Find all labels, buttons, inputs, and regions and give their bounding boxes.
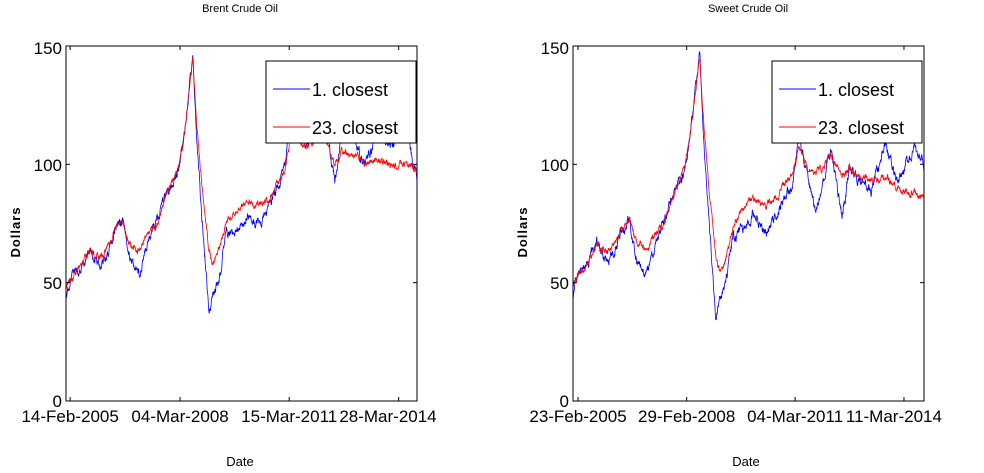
series-line-2 [573, 58, 924, 289]
legend-label-series-1: 1. closest [818, 80, 894, 100]
y-tick-label: 150 [541, 39, 569, 58]
legend: 1. closest 23. closest [771, 60, 923, 144]
x-axis-label: Date [732, 454, 759, 469]
legend-box [771, 60, 923, 144]
chart-title: Brent Crude Oil [202, 3, 278, 15]
y-axis-label: Dollars [8, 206, 23, 257]
x-tick-label: 14-Feb-2005 [21, 407, 118, 426]
y-tick-label: 150 [34, 39, 62, 58]
x-tick-label: 15-Mar-2011 [241, 407, 337, 426]
axis-ticks [573, 45, 924, 402]
y-tick-label: 100 [34, 156, 62, 175]
x-tick-label: 28-Mar-2014 [339, 407, 436, 426]
sweet-chart-panel: Sweet Crude Oil Dollars Date 0 50 100 15… [515, 3, 942, 469]
chart-title: Sweet Crude Oil [708, 3, 788, 15]
y-tick-label: 0 [560, 392, 569, 411]
legend: 1. closest 23. closest [265, 60, 417, 144]
series-line-2 [66, 56, 417, 291]
y-axis-label: Dollars [515, 206, 530, 257]
x-axis-label: Date [226, 454, 253, 469]
brent-chart-panel: Brent Crude Oil Dollars Date 0 50 100 15… [8, 3, 437, 469]
series-line-1 [573, 50, 924, 321]
x-tick-label: 29-Feb-2008 [638, 407, 735, 426]
y-tick-label: 0 [53, 392, 62, 411]
legend-label-series-1: 1. closest [312, 80, 388, 100]
x-tick-label: 04-Mar-2008 [131, 407, 228, 426]
legend-box [265, 60, 417, 144]
plot-area [573, 50, 924, 321]
y-tick-label: 50 [43, 274, 62, 293]
x-tick-label: 11-Mar-2014 [846, 407, 942, 426]
y-tick-label: 100 [541, 156, 569, 175]
axis-ticks [66, 45, 417, 402]
legend-label-series-2: 23. closest [818, 118, 904, 138]
plot-area [66, 55, 417, 314]
legend-label-series-2: 23. closest [312, 118, 398, 138]
x-tick-label: 04-Mar-2011 [747, 407, 843, 426]
x-tick-label: 23-Feb-2005 [529, 407, 626, 426]
y-tick-label: 50 [550, 274, 569, 293]
